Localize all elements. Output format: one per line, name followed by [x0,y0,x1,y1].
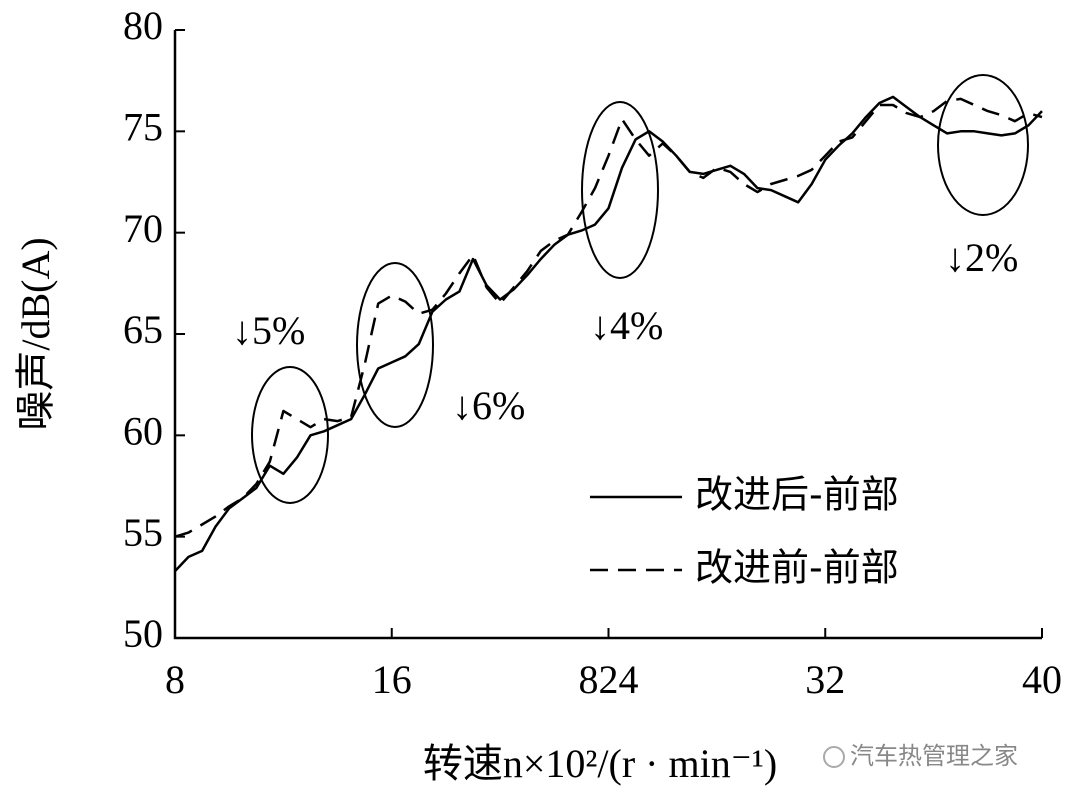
y-tick-label: 50 [123,611,163,656]
ellipse [356,262,434,428]
y-tick-label: 75 [123,105,163,150]
annotation: ↓6% [452,383,525,428]
highlight-ellipses [251,74,1029,504]
watermark: 汽车热管理之家 [850,742,1018,770]
series-line [174,97,1043,538]
x-axis-label: 转速n×10²/(r · min⁻¹) [423,741,777,786]
y-tick-label: 80 [123,3,163,48]
x-tick-label: 824 [579,657,639,702]
y-tick-label: 55 [123,510,163,555]
y-tick-label: 70 [123,206,163,251]
annotation: ↓2% [945,235,1018,280]
series-line [174,95,1043,572]
ellipse [937,74,1029,216]
x-tick-label: 8 [165,657,185,702]
watermark-icon [823,746,845,768]
ellipse [251,366,329,504]
legend-label: 改进前-前部 [695,546,899,590]
x-tick-label: 40 [1022,657,1062,702]
x-tick-label: 16 [372,657,412,702]
y-tick-label: 65 [123,307,163,352]
ellipse [581,101,659,279]
y-axis-label: 噪声/dB(A) [13,237,58,430]
annotation: ↓4% [590,303,663,348]
annotation: ↓5% [232,308,305,353]
legend-label: 改进后-前部 [695,473,899,517]
y-tick-label: 60 [123,409,163,454]
x-tick-label: 32 [805,657,845,702]
